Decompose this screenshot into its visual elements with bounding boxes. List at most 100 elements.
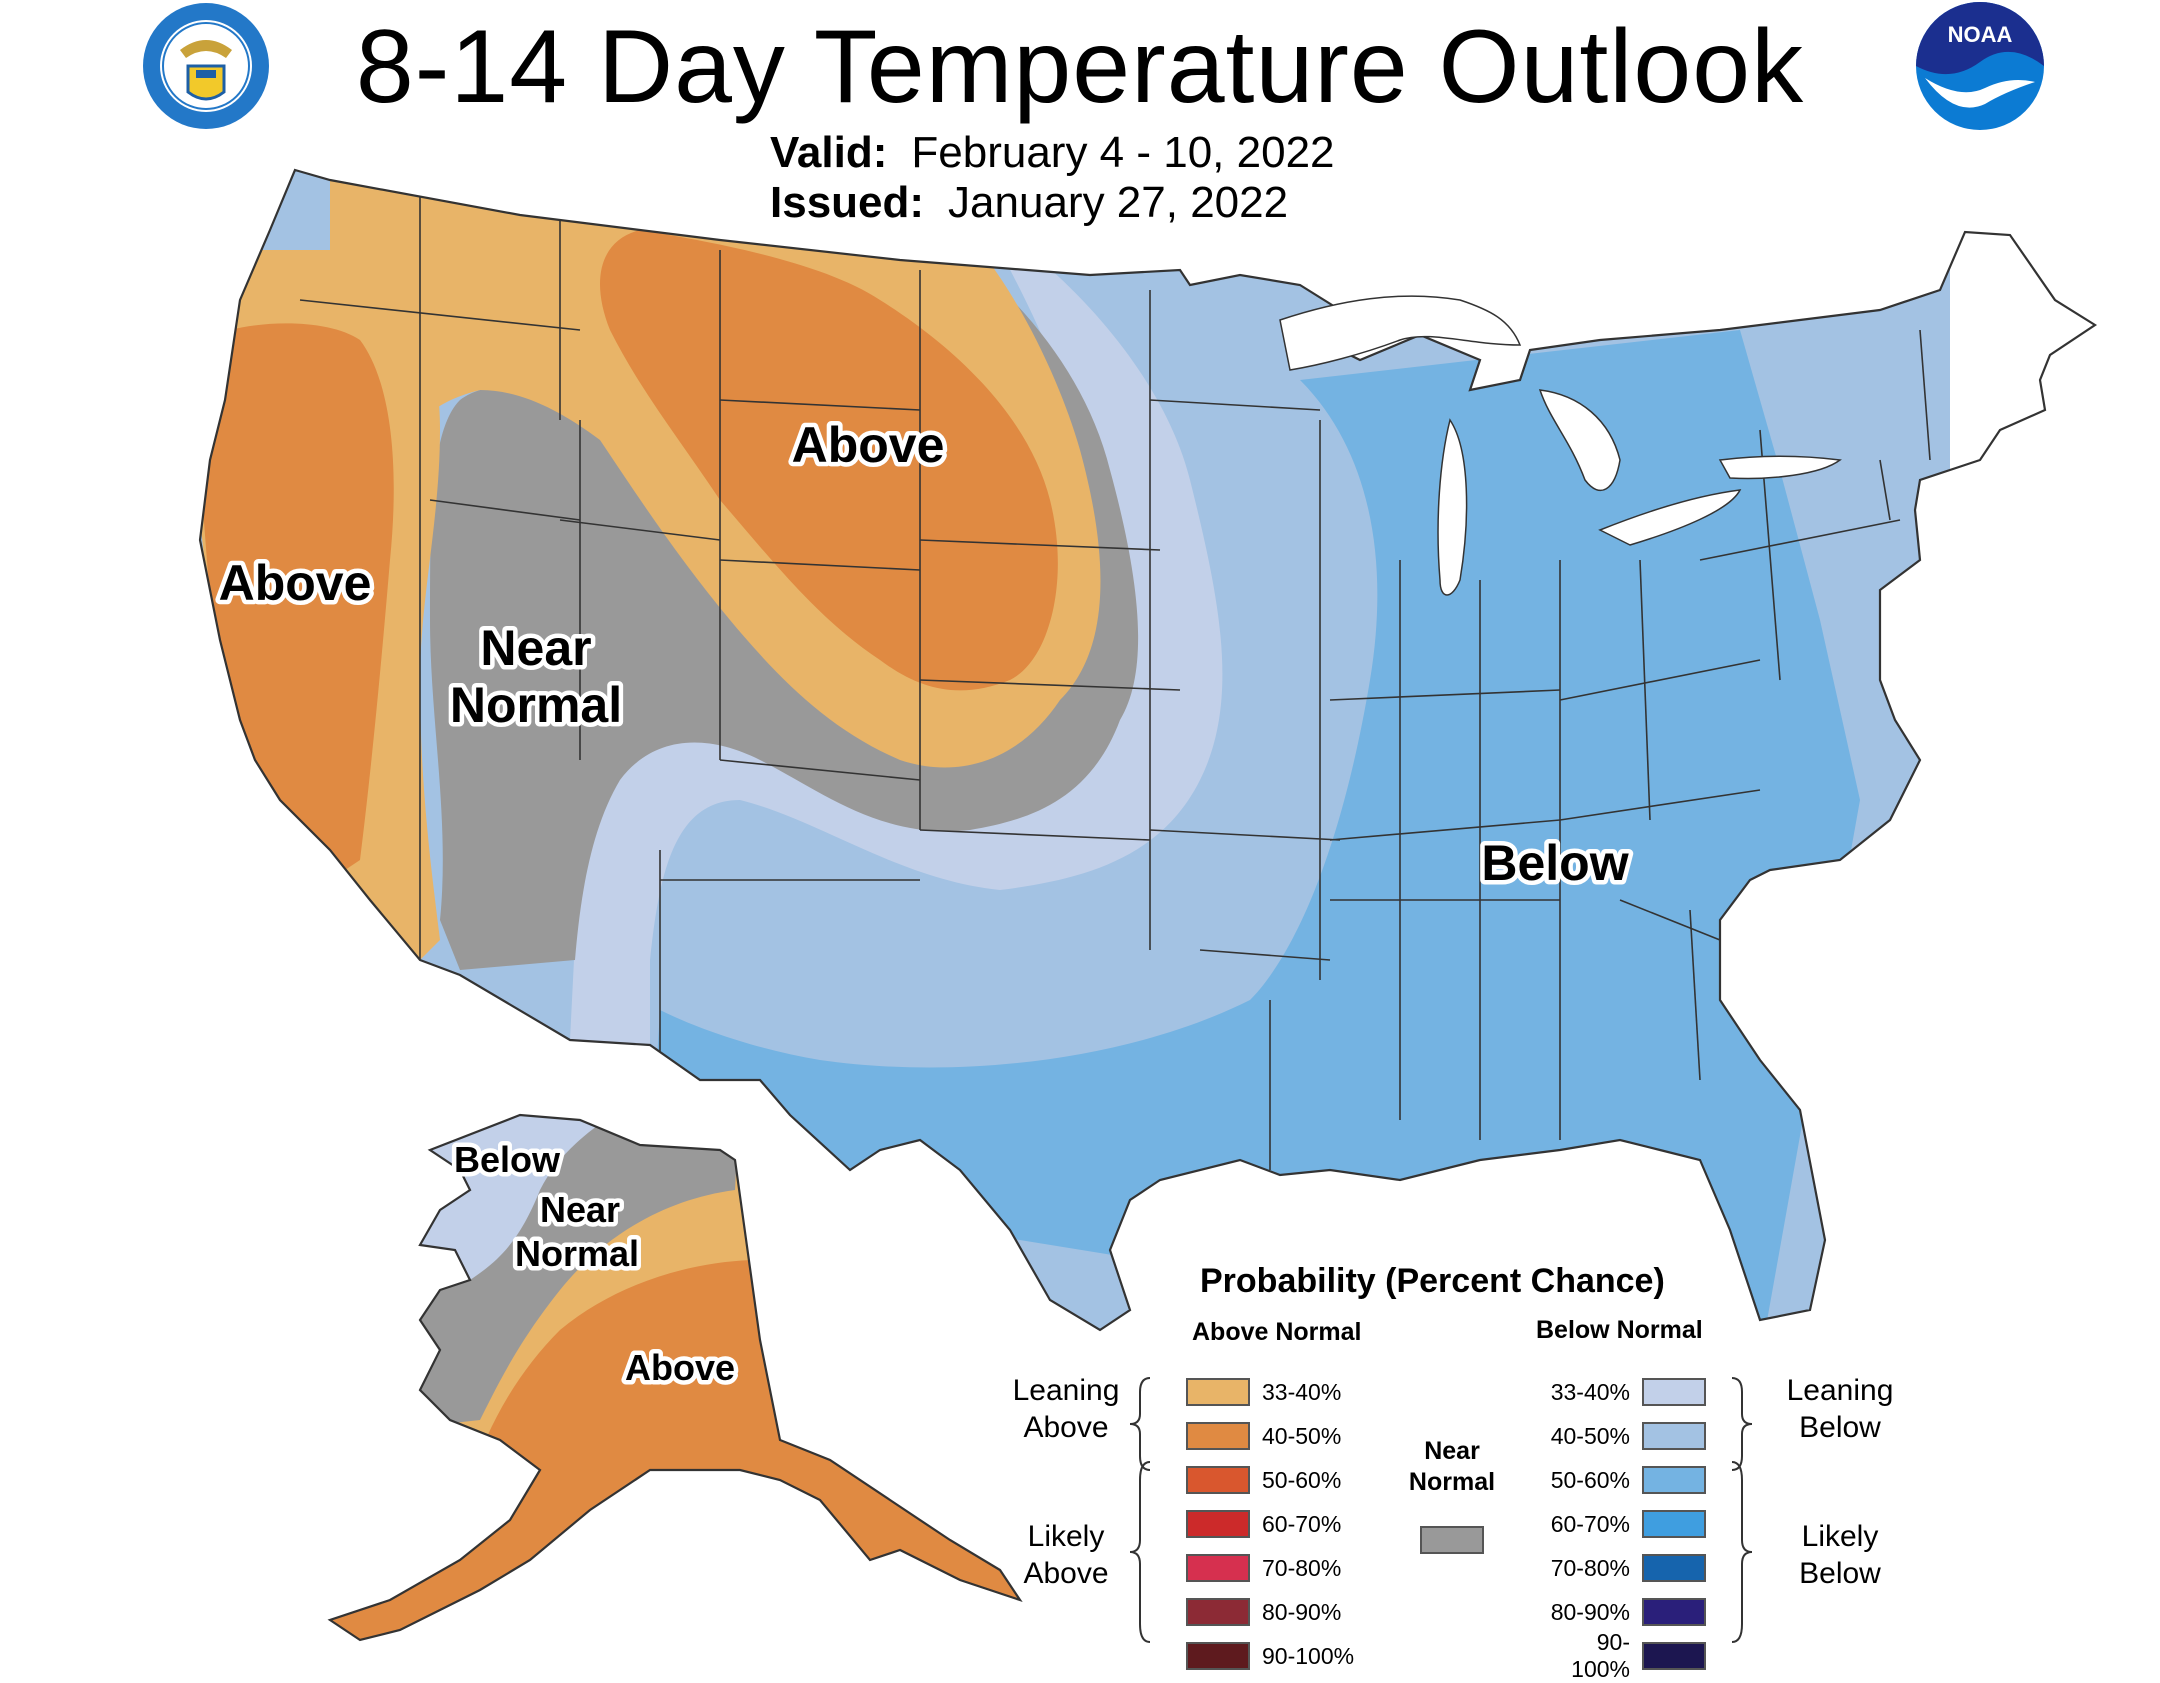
below-33-40-zone — [570, 250, 1223, 1080]
legend-swatch-label: 80-90% — [1262, 1598, 1342, 1625]
below-legend-entry: 80-90% — [1540, 1598, 1706, 1626]
state-line — [719, 559, 921, 571]
state-boundaries — [299, 180, 1931, 1170]
state-line — [1919, 329, 1931, 461]
label-basin-normal: Normal — [450, 677, 622, 733]
below-legend-entry: 50-60% — [1540, 1466, 1706, 1494]
label-alaska-normal: Normal — [515, 1233, 639, 1274]
below-legend-entry: 40-50% — [1540, 1422, 1706, 1450]
lake-michigan — [1437, 418, 1468, 596]
page-title: 8-14 Day Temperature Outlook — [355, 9, 1805, 125]
legend-swatch — [1186, 1466, 1250, 1494]
state-line — [1329, 689, 1561, 701]
likely-below-line1: Likely — [1801, 1520, 1879, 1553]
legend-near-normal: Near Normal — [1392, 1436, 1512, 1498]
state-line — [1699, 519, 1901, 561]
near-normal-swatch — [1420, 1526, 1484, 1554]
legend-swatch-label: 60-70% — [1550, 1510, 1630, 1537]
below-legend-entry: 33-40% — [1540, 1378, 1706, 1406]
legend-leaning-below: Leaning Below — [1760, 1372, 1920, 1446]
legend-swatch — [1642, 1642, 1706, 1670]
state-line — [1689, 909, 1701, 1081]
legend-swatch — [1186, 1378, 1250, 1406]
legend-swatch-label: 40-50% — [1550, 1422, 1630, 1449]
above-legend-entry: 50-60% — [1186, 1466, 1341, 1494]
leaning-above-line2: Above — [1023, 1411, 1109, 1444]
above-legend-entry: 40-50% — [1186, 1422, 1341, 1450]
state-line — [559, 519, 721, 541]
conus-outline — [198, 168, 2098, 1332]
legend-above-heading: Above Normal — [1192, 1318, 1362, 1346]
legend-swatch-label: 70-80% — [1262, 1554, 1342, 1581]
label-alaska-below: Below — [454, 1139, 561, 1180]
legend-title: Probability (Percent Chance) — [1200, 1262, 1665, 1300]
legend-swatch-label: 33-40% — [1262, 1378, 1342, 1405]
lake-superior — [1279, 295, 1522, 371]
legend-braces — [1129, 1377, 1753, 1643]
state-line — [919, 679, 1181, 691]
above-legend-entry: 33-40% — [1186, 1378, 1341, 1406]
legend-swatch-label: 60-70% — [1262, 1510, 1342, 1537]
conus-probability-zones — [200, 170, 1950, 1330]
state-line — [1559, 789, 1761, 821]
legend-swatch-label: 90-100% — [1571, 1629, 1630, 1682]
near-normal-line1: Near — [1424, 1437, 1480, 1465]
state-line — [1149, 829, 1341, 841]
state-line — [429, 499, 581, 521]
likely-above-line2: Above — [1023, 1557, 1109, 1590]
legend-swatch-label: 70-80% — [1550, 1554, 1630, 1581]
commerce-seal-icon — [143, 3, 269, 129]
noaa-logo-text: NOAA — [1948, 22, 2013, 47]
near-normal-line2: Normal — [1408, 1468, 1496, 1496]
legend-swatch — [1642, 1598, 1706, 1626]
legend-swatch — [1642, 1466, 1706, 1494]
legend-likely-below: Likely Below — [1760, 1518, 1920, 1592]
label-basin-near: Near — [480, 620, 591, 676]
leaning-below-line1: Leaning — [1786, 1374, 1894, 1407]
eagle-icon — [180, 40, 232, 58]
state-line — [299, 299, 581, 331]
label-alaska-above: Above — [625, 1347, 735, 1388]
noaa-logo-icon: NOAA — [1916, 2, 2044, 130]
valid-value: February 4 - 10, 2022 — [911, 128, 1335, 177]
legend-swatch-label: 90-100% — [1262, 1642, 1355, 1669]
above-40-50-zone — [600, 230, 1058, 691]
lake-erie — [1598, 489, 1742, 546]
legend-swatch — [1642, 1422, 1706, 1450]
state-line — [719, 399, 921, 411]
legend-swatch-label: 80-90% — [1550, 1598, 1630, 1625]
legend-swatch-label: 33-40% — [1550, 1378, 1630, 1405]
legend-swatch — [1642, 1510, 1706, 1538]
state-line — [1329, 819, 1561, 841]
valid-dates: Valid: February 4 - 10, 2022 — [770, 128, 1335, 178]
above-legend-entry: 80-90% — [1186, 1598, 1341, 1626]
state-line — [919, 829, 1151, 841]
state-line — [719, 759, 921, 781]
legend-leaning-above: Leaning Above — [1000, 1372, 1132, 1446]
legend-swatch — [1642, 1378, 1706, 1406]
label-west-coast-above: Above — [219, 555, 372, 611]
legend-swatch — [1642, 1554, 1706, 1582]
state-line — [919, 539, 1161, 551]
label-plains-above: Above — [792, 417, 945, 473]
label-east-below: Below — [1481, 835, 1628, 891]
above-legend-entry: 70-80% — [1186, 1554, 1341, 1582]
issued-date: Issued: January 27, 2022 — [770, 178, 1288, 228]
legend-swatch — [1186, 1554, 1250, 1582]
state-line — [1199, 949, 1331, 961]
likely-below-line2: Below — [1799, 1557, 1881, 1590]
legend-swatch — [1186, 1510, 1250, 1538]
likely-above-line1: Likely — [1027, 1520, 1105, 1553]
legend-swatch — [1186, 1422, 1250, 1450]
label-alaska-near: Near — [540, 1189, 620, 1230]
issued-value: January 27, 2022 — [948, 178, 1289, 227]
valid-label: Valid: — [770, 128, 888, 177]
below-legend-entry: 70-80% — [1540, 1554, 1706, 1582]
state-line — [1559, 659, 1761, 701]
great-lakes — [1279, 295, 1842, 596]
alaska-outline — [327, 1113, 1023, 1642]
below-legend-entry: 60-70% — [1540, 1510, 1706, 1538]
state-line — [1149, 399, 1321, 411]
